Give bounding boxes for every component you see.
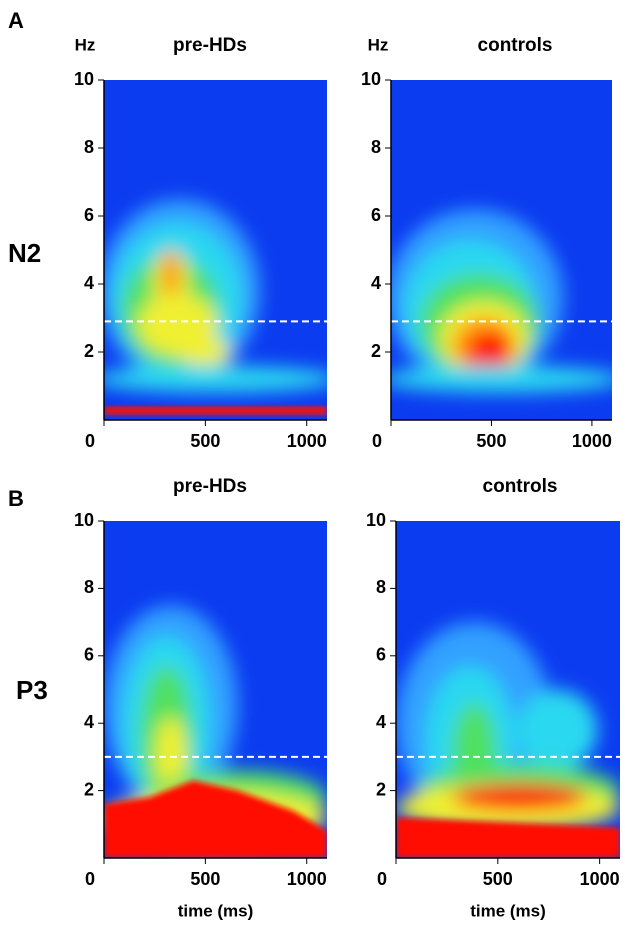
heatmap-blob xyxy=(177,338,232,366)
y-tick-label: 8 xyxy=(371,137,381,157)
y-tick-label: 2 xyxy=(84,341,94,361)
heatmap-blobs xyxy=(391,209,612,393)
y-tick-label: 4 xyxy=(84,273,94,293)
heatmap xyxy=(104,80,327,420)
y-tick-label: 4 xyxy=(376,712,386,732)
heatmap-blob xyxy=(104,780,327,858)
x-tick-label: 500 xyxy=(190,869,220,889)
x-tick-label: 1000 xyxy=(287,431,327,451)
heatmap-blob xyxy=(452,783,587,811)
heatmap-blob xyxy=(391,365,612,393)
chart-title: controls xyxy=(478,35,553,56)
y-tick-label: 10 xyxy=(74,69,94,89)
y-axis-label: Hz xyxy=(75,35,96,54)
y-tick-label: 10 xyxy=(366,510,386,530)
x-tick-label: 500 xyxy=(476,431,506,451)
y-tick-label: 4 xyxy=(371,273,381,293)
y-tick-label: 8 xyxy=(84,137,94,157)
x-axis-label: time (ms) xyxy=(178,901,254,920)
y-tick-label: 4 xyxy=(84,712,94,732)
heatmap xyxy=(396,521,620,858)
y-tick-label: 10 xyxy=(361,69,381,89)
x-axis-label: time (ms) xyxy=(470,901,546,920)
y-tick-label: 8 xyxy=(376,577,386,597)
x-tick-label: 0 xyxy=(377,869,387,889)
panel-letter: A xyxy=(8,8,24,33)
chart-title: pre-HDs xyxy=(173,35,247,56)
heatmap xyxy=(391,80,612,420)
y-tick-label: 6 xyxy=(376,645,386,665)
row-label: N2 xyxy=(8,238,41,268)
heatmap-blobs xyxy=(104,199,327,393)
heatmap-blobs xyxy=(396,622,620,832)
heatmap-blob xyxy=(104,406,327,415)
y-tick-label: 6 xyxy=(84,645,94,665)
heatmap-blob xyxy=(516,689,598,771)
x-tick-label: 0 xyxy=(85,869,95,889)
chart-title: pre-HDs xyxy=(173,476,247,497)
x-tick-label: 500 xyxy=(190,431,220,451)
y-tick-label: 2 xyxy=(371,341,381,361)
heatmap xyxy=(104,521,327,858)
x-tick-label: 1000 xyxy=(287,869,327,889)
x-tick-label: 0 xyxy=(372,431,382,451)
y-tick-label: 6 xyxy=(84,205,94,225)
x-tick-label: 1000 xyxy=(580,869,620,889)
y-tick-label: 2 xyxy=(376,779,386,799)
heatmap-blob xyxy=(161,249,180,298)
y-tick-label: 6 xyxy=(371,205,381,225)
y-tick-label: 2 xyxy=(84,779,94,799)
y-axis-label: Hz xyxy=(368,35,389,54)
x-tick-label: 0 xyxy=(85,431,95,451)
panel-letter: B xyxy=(8,486,24,511)
x-tick-label: 500 xyxy=(483,869,513,889)
heatmap-blob xyxy=(104,365,327,393)
row-label: P3 xyxy=(16,675,48,705)
y-tick-label: 10 xyxy=(74,510,94,530)
heatmap-blob xyxy=(468,331,513,373)
chart-title: controls xyxy=(483,476,558,497)
heatmap-blob xyxy=(396,817,620,858)
x-tick-label: 1000 xyxy=(572,431,612,451)
y-tick-label: 8 xyxy=(84,577,94,597)
